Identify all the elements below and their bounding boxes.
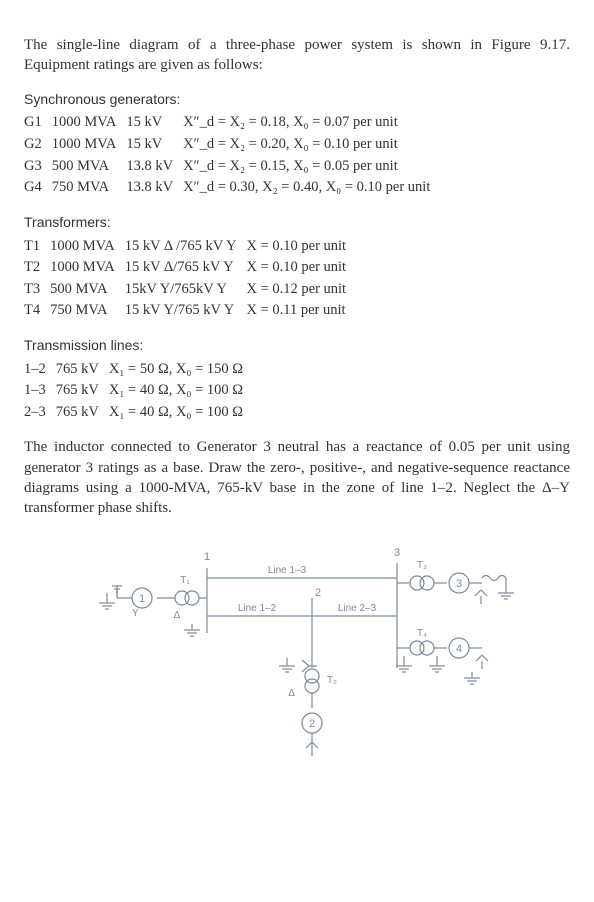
- svg-text:Δ: Δ: [174, 610, 181, 621]
- gen-mva: 1000 MVA: [52, 134, 127, 156]
- gen-id: G4: [24, 177, 52, 199]
- xfmr-eq: X = 0.10 per unit: [246, 236, 356, 258]
- svg-text:T₂: T₂: [327, 675, 337, 686]
- line-eq: X₁ = 50 Ω, X₀ = 150 Ω: [109, 359, 253, 381]
- gen-mva: 750 MVA: [52, 177, 127, 199]
- ground-icon: [429, 656, 445, 672]
- line-eq: X₁ = 40 Ω, X₀ = 100 Ω: [109, 402, 253, 424]
- bus-2-label: 2: [315, 587, 321, 599]
- transformer-t1: T₁ Δ: [157, 575, 207, 621]
- line-1-2-label: Line 1–2: [238, 603, 277, 614]
- transformer-t3: T₃: [397, 560, 447, 590]
- xfmr-id: T1: [24, 236, 50, 258]
- svg-text:4: 4: [456, 643, 462, 655]
- svg-text:T₃: T₃: [417, 560, 427, 571]
- gen-kv: 13.8 kV: [126, 177, 183, 199]
- table-row: G2 1000 MVA 15 kV X″_d = X₂ = 0.20, X₀ =…: [24, 134, 440, 156]
- xfmr-kv: 15 kV Δ/765 kV Y: [125, 257, 247, 279]
- generator-1: 1 Y: [112, 586, 152, 619]
- intro-text: The single-line diagram of a three-phase…: [24, 35, 570, 76]
- svg-text:Δ: Δ: [288, 688, 295, 699]
- xfmr-id: T2: [24, 257, 50, 279]
- single-line-diagram: 1 2 3 Line 1–3 Line 1–2 Line 2–3 T₁ Δ 1 …: [77, 538, 517, 774]
- line-id: 1–2: [24, 359, 56, 381]
- line-id: 2–3: [24, 402, 56, 424]
- table-row: T4 750 MVA 15 kV Y/765 kV Y X = 0.11 per…: [24, 300, 356, 322]
- ground-icon: [184, 624, 200, 636]
- diagram-svg: 1 2 3 Line 1–3 Line 1–2 Line 2–3 T₁ Δ 1 …: [77, 538, 517, 768]
- gen-eq: X″_d = X₂ = 0.20, X₀ = 0.10 per unit: [183, 134, 440, 156]
- lines-title: Transmission lines:: [24, 336, 570, 355]
- ground-icon: [396, 656, 412, 672]
- xfmr-eq: X = 0.12 per unit: [246, 279, 356, 301]
- bus-3-label: 3: [394, 547, 400, 559]
- table-row: G1 1000 MVA 15 kV X″_d = X₂ = 0.18, X₀ =…: [24, 112, 440, 134]
- svg-text:2: 2: [309, 718, 315, 730]
- bus-1-label: 1: [204, 551, 210, 563]
- svg-text:T₁: T₁: [180, 575, 190, 586]
- gen-kv: 15 kV: [126, 134, 183, 156]
- xfmr-mva: 1000 MVA: [50, 236, 125, 258]
- generators-table: G1 1000 MVA 15 kV X″_d = X₂ = 0.18, X₀ =…: [24, 112, 440, 198]
- gen-id: G3: [24, 156, 52, 178]
- instruction-text: The inductor connected to Generator 3 ne…: [24, 437, 570, 518]
- line-eq: X₁ = 40 Ω, X₀ = 100 Ω: [109, 380, 253, 402]
- xfmr-mva: 750 MVA: [50, 300, 125, 322]
- generator-2: 2: [302, 713, 322, 756]
- svg-text:1: 1: [139, 593, 145, 605]
- table-row: 1–2 765 kV X₁ = 50 Ω, X₀ = 150 Ω: [24, 359, 253, 381]
- table-row: 1–3 765 kV X₁ = 40 Ω, X₀ = 100 Ω: [24, 380, 253, 402]
- xfmr-kv: 15 kV Y/765 kV Y: [125, 300, 247, 322]
- line-kv: 765 kV: [56, 402, 109, 424]
- table-row: G4 750 MVA 13.8 kV X″_d = 0.30, X₂ = 0.4…: [24, 177, 440, 199]
- transformer-t4: T₄: [397, 628, 447, 655]
- xfmr-mva: 1000 MVA: [50, 257, 125, 279]
- line-kv: 765 kV: [56, 359, 109, 381]
- wye-icon: [475, 590, 487, 604]
- gen-eq: X″_d = X₂ = 0.18, X₀ = 0.07 per unit: [183, 112, 440, 134]
- line-id: 1–3: [24, 380, 56, 402]
- xfmr-mva: 500 MVA: [50, 279, 125, 301]
- table-row: T1 1000 MVA 15 kV Δ /765 kV Y X = 0.10 p…: [24, 236, 356, 258]
- ground-icon: [99, 593, 115, 609]
- gen-eq: X″_d = X₂ = 0.15, X₀ = 0.05 per unit: [183, 156, 440, 178]
- generator-3: 3: [449, 573, 482, 593]
- svg-text:3: 3: [456, 578, 462, 590]
- table-row: T3 500 MVA 15kV Y/765kV Y X = 0.12 per u…: [24, 279, 356, 301]
- xfmr-kv: 15 kV Δ /765 kV Y: [125, 236, 247, 258]
- xfmr-eq: X = 0.11 per unit: [246, 300, 356, 322]
- transformers-table: T1 1000 MVA 15 kV Δ /765 kV Y X = 0.10 p…: [24, 236, 356, 322]
- table-row: 2–3 765 kV X₁ = 40 Ω, X₀ = 100 Ω: [24, 402, 253, 424]
- gen-eq: X″_d = 0.30, X₂ = 0.40, X₀ = 0.10 per un…: [183, 177, 440, 199]
- gen-mva: 500 MVA: [52, 156, 127, 178]
- line-kv: 765 kV: [56, 380, 109, 402]
- ground-icon: [464, 672, 480, 684]
- gen-mva: 1000 MVA: [52, 112, 127, 134]
- generator-4: 4: [449, 638, 488, 669]
- svg-text:Y: Y: [132, 608, 139, 619]
- table-row: G3 500 MVA 13.8 kV X″_d = X₂ = 0.15, X₀ …: [24, 156, 440, 178]
- table-row: T2 1000 MVA 15 kV Δ/765 kV Y X = 0.10 pe…: [24, 257, 356, 279]
- xfmr-id: T3: [24, 279, 50, 301]
- gen-kv: 13.8 kV: [126, 156, 183, 178]
- transformers-title: Transformers:: [24, 213, 570, 232]
- gen-id: G2: [24, 134, 52, 156]
- xfmr-eq: X = 0.10 per unit: [246, 257, 356, 279]
- ground-icon: [279, 658, 295, 672]
- svg-text:T₄: T₄: [417, 628, 427, 639]
- gen-kv: 15 kV: [126, 112, 183, 134]
- lines-table: 1–2 765 kV X₁ = 50 Ω, X₀ = 150 Ω 1–3 765…: [24, 359, 253, 424]
- line-2-3-label: Line 2–3: [338, 603, 377, 614]
- xfmr-id: T4: [24, 300, 50, 322]
- line-1-3-label: Line 1–3: [268, 565, 307, 576]
- gen-id: G1: [24, 112, 52, 134]
- generators-title: Synchronous generators:: [24, 90, 570, 109]
- xfmr-kv: 15kV Y/765kV Y: [125, 279, 247, 301]
